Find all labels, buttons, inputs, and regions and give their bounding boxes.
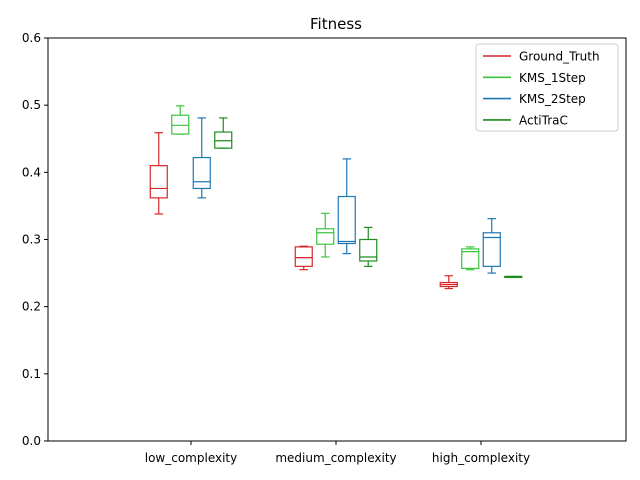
legend-label: KMS_1Step — [519, 71, 586, 85]
box-iqr — [461, 248, 480, 269]
legend-item: KMS_1Step — [483, 71, 586, 85]
box-KMS_2Step-2 — [482, 218, 501, 274]
x-tick-label: high_complexity — [432, 451, 530, 465]
box-Ground_Truth-0 — [149, 132, 168, 215]
box-ActiTraC-1 — [359, 226, 378, 267]
y-tick-label: 0.0 — [22, 434, 41, 448]
box-ActiTraC-2 — [504, 275, 523, 279]
box-iqr — [337, 195, 356, 245]
legend-item: KMS_2Step — [483, 92, 586, 106]
legend-label: Ground_Truth — [519, 50, 600, 64]
y-axis: 0.0 0.1 0.2 0.3 0.4 0.5 0.6 — [22, 31, 48, 448]
box-iqr — [359, 238, 378, 262]
y-tick-label: 0.4 — [22, 165, 41, 179]
x-tick-label: medium_complexity — [275, 451, 396, 465]
y-tick-label: 0.5 — [22, 98, 41, 112]
y-tick-label: 0.2 — [22, 300, 41, 314]
legend: Ground_Truth KMS_1Step KMS_2Step ActiTraC — [475, 43, 619, 132]
box-iqr — [214, 131, 233, 149]
box-KMS_1Step-1 — [316, 212, 335, 258]
box-Ground_Truth-1 — [294, 245, 313, 271]
box-iqr — [294, 246, 313, 267]
box-Ground_Truth-2 — [439, 275, 458, 290]
box-iqr — [482, 232, 501, 267]
legend-label: KMS_2Step — [519, 92, 586, 106]
box-KMS_1Step-2 — [461, 246, 480, 271]
plot-area — [149, 105, 523, 290]
box-iqr — [171, 114, 190, 135]
box-iqr — [192, 156, 211, 190]
box-iqr — [149, 165, 168, 199]
box-iqr — [316, 228, 335, 245]
legend-item: ActiTraC — [483, 113, 568, 127]
chart-title: Fitness — [310, 15, 362, 33]
x-axis: low_complexity medium_complexity high_comp… — [145, 441, 530, 465]
legend-label: ActiTraC — [519, 113, 568, 127]
legend-frame — [475, 43, 619, 132]
box-KMS_1Step-0 — [171, 105, 190, 135]
box-KMS_2Step-1 — [337, 158, 356, 255]
y-tick-label: 0.3 — [22, 233, 41, 247]
box-ActiTraC-0 — [214, 117, 233, 149]
y-tick-label: 0.6 — [22, 31, 41, 45]
x-tick-label: low_complexity — [145, 451, 237, 465]
y-tick-label: 0.1 — [22, 367, 41, 381]
legend-item: Ground_Truth — [483, 50, 600, 64]
box-KMS_2Step-0 — [192, 117, 211, 199]
